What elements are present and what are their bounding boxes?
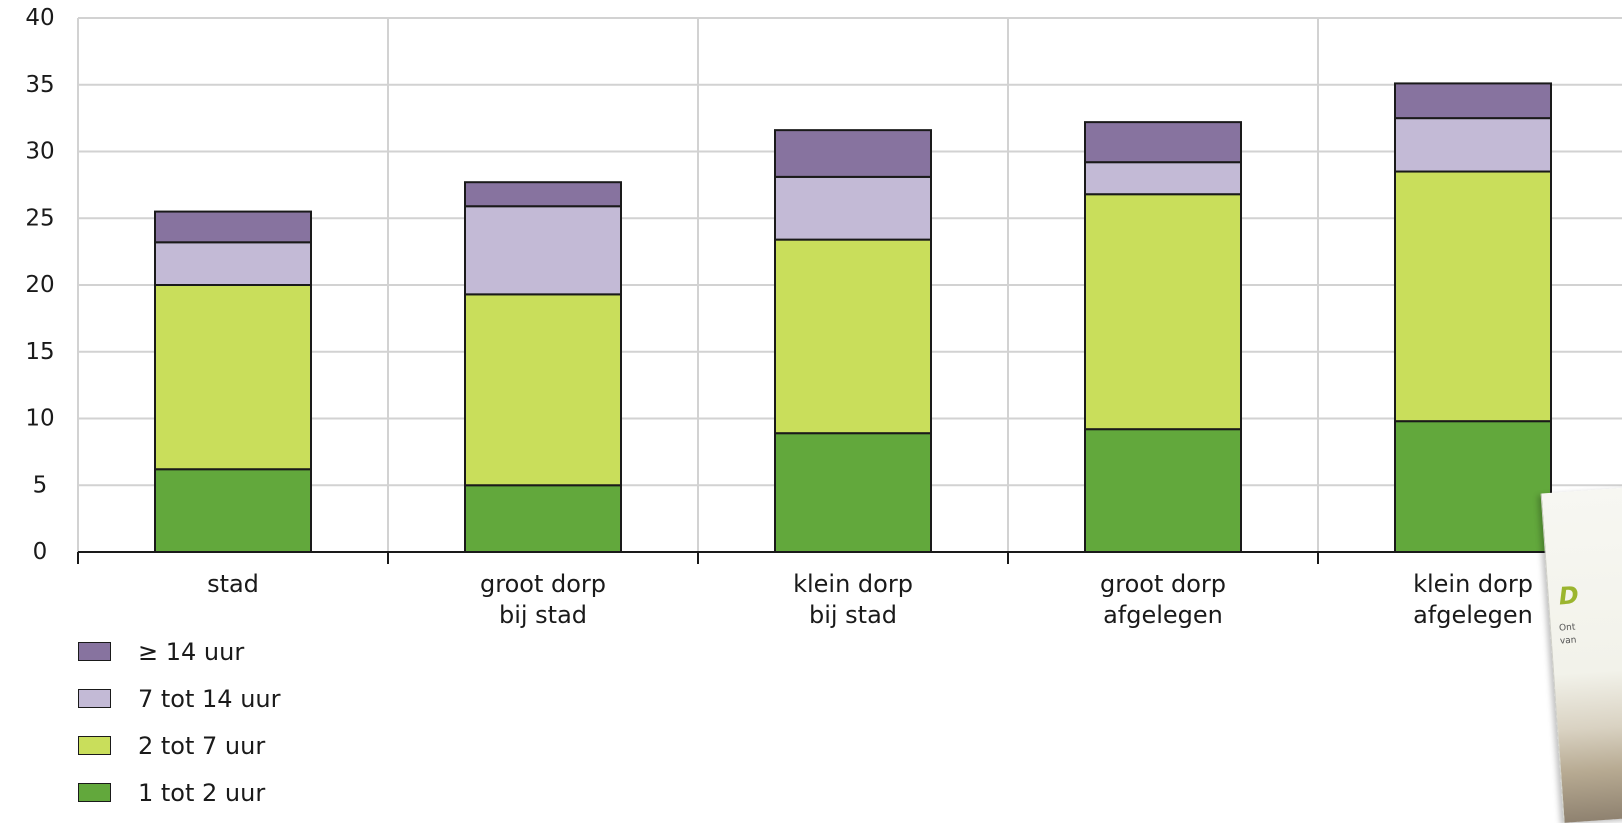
x-axis bbox=[77, 551, 1622, 564]
legend: ≥ 14 uur 7 tot 14 uur 2 tot 7 uur 1 tot … bbox=[78, 628, 281, 816]
legend-swatch bbox=[78, 689, 111, 708]
x-tick-label: groot dorp bbox=[1100, 570, 1226, 598]
x-tick-label: afgelegen bbox=[1103, 601, 1223, 629]
legend-item: 1 tot 2 uur bbox=[78, 769, 281, 816]
legend-label: ≥ 14 uur bbox=[138, 637, 245, 666]
x-tick-label: stad bbox=[207, 570, 259, 598]
legend-item: ≥ 14 uur bbox=[78, 628, 281, 675]
y-tick-label: 30 bbox=[25, 139, 54, 165]
report-cover-subtitle: Ont van bbox=[1558, 622, 1577, 647]
y-tick-label: 35 bbox=[25, 72, 54, 98]
bar-segment bbox=[774, 175, 932, 241]
bar-segment bbox=[1394, 420, 1552, 554]
bar-segment bbox=[154, 241, 312, 286]
bar-segment bbox=[774, 432, 932, 553]
y-tick-label: 5 bbox=[33, 472, 48, 498]
legend-label: 1 tot 2 uur bbox=[138, 778, 266, 807]
report-cover-title: D bbox=[1557, 581, 1580, 611]
y-tick-label: 10 bbox=[25, 406, 54, 432]
bar-segment bbox=[1084, 121, 1242, 164]
y-tick-label: 40 bbox=[25, 5, 54, 31]
legend-swatch bbox=[78, 736, 111, 755]
bar-segment bbox=[464, 205, 622, 296]
x-tick-label: groot dorp bbox=[480, 570, 606, 598]
y-tick-label: 0 bbox=[33, 539, 48, 565]
y-tick-label: 25 bbox=[25, 205, 54, 231]
legend-label: 2 tot 7 uur bbox=[138, 731, 266, 760]
x-tick-label: klein dorp bbox=[1413, 570, 1533, 598]
x-tick-label: bij stad bbox=[499, 601, 587, 629]
legend-swatch bbox=[78, 642, 111, 661]
bars bbox=[154, 82, 1552, 554]
bar-segment bbox=[774, 238, 932, 435]
stacked-bar-chart: 0 5 10 15 20 25 30 35 40 stad groot dorp bij stad k… bbox=[25, 5, 1622, 629]
bar-segment bbox=[774, 129, 932, 178]
bar-segment bbox=[1084, 161, 1242, 196]
legend-swatch bbox=[78, 783, 111, 802]
bar-segment bbox=[464, 181, 622, 208]
bar-segment bbox=[464, 293, 622, 487]
x-tick-label: bij stad bbox=[809, 601, 897, 629]
legend-label: 7 tot 14 uur bbox=[138, 684, 281, 713]
bar-segment bbox=[1084, 193, 1242, 431]
y-tick-label: 15 bbox=[25, 339, 54, 365]
x-axis-tick-labels: stad groot dorp bij stad klein dorp bij stad… bbox=[207, 570, 1533, 629]
bar-segment bbox=[154, 210, 312, 244]
legend-item: 7 tot 14 uur bbox=[78, 675, 281, 722]
x-tick-label: afgelegen bbox=[1413, 601, 1533, 629]
legend-item: 2 tot 7 uur bbox=[78, 722, 281, 769]
bar-segment bbox=[1394, 82, 1552, 120]
bar-segment bbox=[1394, 170, 1552, 423]
y-tick-label: 20 bbox=[25, 272, 54, 298]
bar-segment bbox=[1394, 117, 1552, 173]
bar-segment bbox=[154, 468, 312, 554]
bar-segment bbox=[464, 484, 622, 553]
bar-segment bbox=[1084, 428, 1242, 553]
bar-segment bbox=[154, 284, 312, 471]
y-axis-tick-labels: 0 5 10 15 20 25 30 35 40 bbox=[25, 5, 54, 565]
x-tick-label: klein dorp bbox=[793, 570, 913, 598]
